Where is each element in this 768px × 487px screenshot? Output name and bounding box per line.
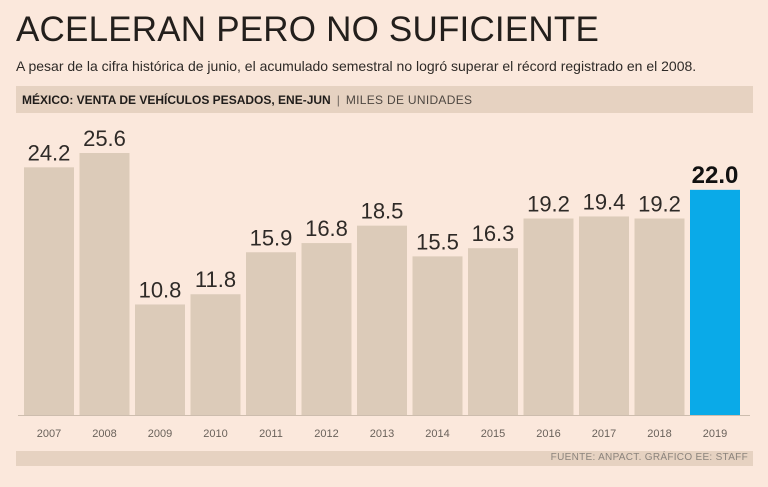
bar-2011 bbox=[246, 252, 296, 415]
x-tick-2007: 2007 bbox=[37, 428, 61, 440]
chart-header-band: MÉXICO: VENTA DE VEHÍCULOS PESADOS, ENE-… bbox=[16, 86, 753, 113]
bar-2007 bbox=[24, 167, 74, 415]
value-label-2008: 25.6 bbox=[83, 126, 126, 151]
bar-2016 bbox=[523, 218, 574, 415]
bar-2008 bbox=[79, 153, 130, 415]
x-tick-2017: 2017 bbox=[592, 428, 616, 440]
chart-title: ACELERAN PERO NO SUFICIENTE bbox=[16, 10, 600, 49]
bar-2009 bbox=[135, 304, 185, 415]
x-tick-2013: 2013 bbox=[370, 428, 394, 440]
value-label-2011: 15.9 bbox=[250, 225, 293, 250]
bar-2013 bbox=[357, 225, 407, 415]
band-unit: MILES DE UNIDADES bbox=[345, 92, 473, 107]
bar-2012 bbox=[301, 243, 352, 415]
value-label-2012: 16.8 bbox=[305, 216, 348, 241]
value-label-2014: 15.5 bbox=[416, 229, 459, 254]
band-separator: | bbox=[336, 92, 340, 107]
x-tick-2019: 2019 bbox=[703, 428, 727, 440]
x-tick-2015: 2015 bbox=[481, 428, 505, 440]
value-label-2009: 10.8 bbox=[139, 277, 182, 302]
bar-2018 bbox=[634, 218, 685, 415]
bar-2010 bbox=[190, 294, 241, 415]
x-tick-2010: 2010 bbox=[203, 428, 227, 440]
bar-2015 bbox=[468, 248, 518, 415]
value-label-2010: 11.8 bbox=[195, 267, 236, 292]
x-tick-2009: 2009 bbox=[148, 428, 172, 440]
x-tick-2012: 2012 bbox=[314, 428, 338, 440]
value-label-2013: 18.5 bbox=[361, 199, 404, 224]
bar-2014 bbox=[412, 256, 463, 415]
chart-subtitle: A pesar de la cifra histórica de junio, … bbox=[16, 58, 697, 74]
bar-2019 bbox=[690, 189, 740, 415]
x-tick-2011: 2011 bbox=[259, 428, 283, 440]
x-tick-2018: 2018 bbox=[647, 428, 671, 440]
value-label-2016: 19.2 bbox=[527, 192, 570, 217]
footer-band bbox=[16, 451, 753, 466]
band-title: MÉXICO: VENTA DE VEHÍCULOS PESADOS, ENE-… bbox=[22, 92, 331, 107]
value-label-2017: 19.4 bbox=[583, 189, 626, 214]
source-note: FUENTE: ANPACT. GRÁFICO EE: STAFF bbox=[550, 452, 748, 463]
value-label-2007: 24.2 bbox=[28, 140, 71, 165]
x-tick-2016: 2016 bbox=[536, 428, 560, 440]
x-tick-2014: 2014 bbox=[425, 428, 449, 440]
bar-2017 bbox=[579, 216, 629, 415]
value-label-2018: 19.2 bbox=[638, 192, 681, 217]
value-label-2019: 22.0 bbox=[692, 162, 739, 189]
value-label-2015: 16.3 bbox=[472, 221, 515, 246]
x-tick-2008: 2008 bbox=[92, 428, 116, 440]
